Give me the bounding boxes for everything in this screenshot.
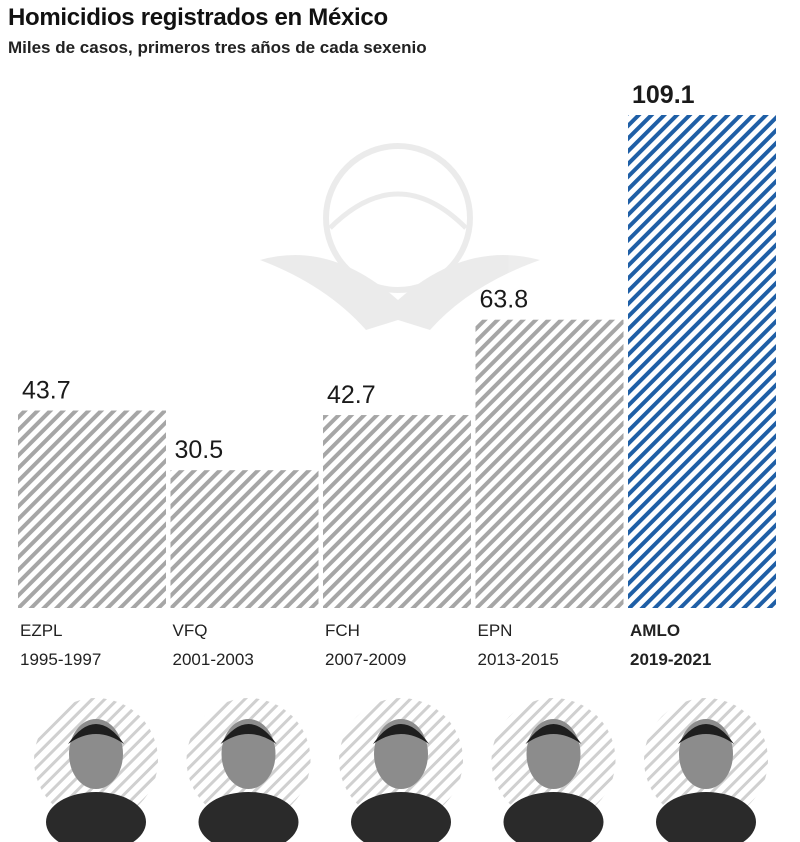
bar-epn [475,319,624,608]
period-label-vfq: 2001-2003 [173,650,254,669]
value-label-fch: 42.7 [327,381,376,409]
portrait-shoulders [198,792,299,842]
bar-fch [323,415,471,608]
value-label-ezpl: 43.7 [22,377,71,405]
portrait-amlo [644,698,768,842]
period-label-epn: 2013-2015 [478,650,559,669]
category-label-fch: FCH [325,621,360,640]
bar-amlo [628,115,776,608]
bar-ezpl [18,410,166,608]
portrait-face [374,719,428,789]
period-label-amlo: 2019-2021 [630,650,711,669]
portrait-face [221,719,276,789]
value-label-amlo: 109.1 [632,81,695,109]
emblem-watermark [260,143,540,330]
portrait-epn [491,698,616,842]
portrait-hair [220,724,277,744]
portrait-fch [339,698,463,842]
value-label-epn: 63.8 [480,286,529,314]
category-label-ezpl: EZPL [20,621,63,640]
period-label-ezpl: 1995-1997 [20,650,101,669]
portrait-face [526,719,581,789]
portrait-vfq [186,698,311,842]
portrait-shoulders [656,792,756,842]
value-label-vfq: 30.5 [175,436,224,464]
portrait-hair [68,724,124,744]
chart-title: Homicidios registrados en México [8,4,388,31]
bar-vfq [170,470,319,608]
portrait-face [679,719,733,789]
portrait-face [69,719,123,789]
portrait-shoulders [351,792,451,842]
portrait-hair [525,724,582,744]
category-label-vfq: VFQ [173,621,208,640]
portrait-shoulders [503,792,604,842]
portrait-shoulders [46,792,146,842]
category-label-epn: EPN [478,621,513,640]
period-label-fch: 2007-2009 [325,650,406,669]
portrait-hair [373,724,429,744]
portrait-hair [678,724,734,744]
portrait-ezpl [34,698,158,842]
chart-subtitle: Miles de casos, primeros tres años de ca… [8,38,427,57]
category-label-amlo: AMLO [630,621,680,640]
